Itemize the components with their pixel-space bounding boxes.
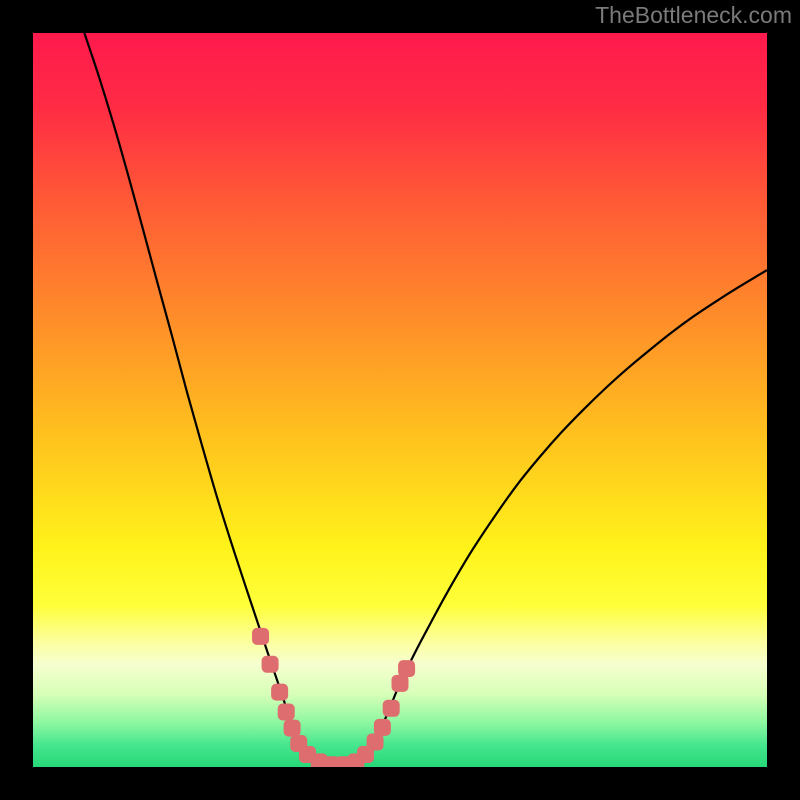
chart-frame: TheBottleneck.com — [0, 0, 800, 800]
bottleneck-curve-chart — [33, 33, 767, 767]
curve-marker — [383, 700, 400, 717]
curve-marker — [278, 703, 295, 720]
curve-marker — [367, 734, 384, 751]
curve-marker — [252, 628, 269, 645]
plot-area — [33, 33, 767, 767]
curve-marker — [271, 684, 288, 701]
curve-marker — [374, 719, 391, 736]
watermark-text: TheBottleneck.com — [595, 2, 792, 29]
curve-marker — [284, 720, 301, 737]
curve-marker — [262, 656, 279, 673]
gradient-background — [33, 33, 767, 767]
curve-marker — [398, 660, 415, 677]
curve-marker — [392, 675, 409, 692]
